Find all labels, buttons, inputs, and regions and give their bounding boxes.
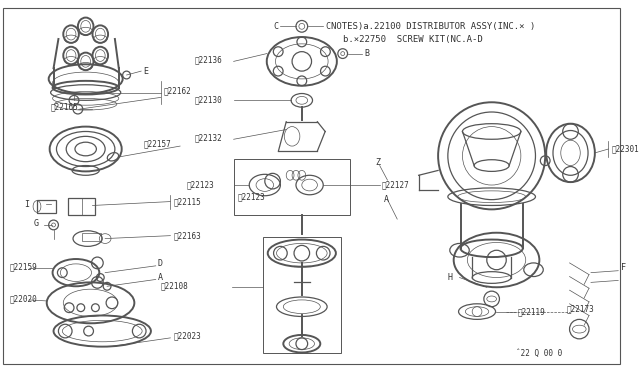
Text: ※22123: ※22123 [187,180,214,189]
Bar [234,159,351,215]
Text: ※22130: ※22130 [195,96,223,105]
Text: ※22162: ※22162 [164,86,191,95]
Text: A: A [157,273,163,282]
Text: H: H [448,273,452,282]
Text: ※22157: ※22157 [144,140,172,149]
Text: ˆ22 Q 00 0: ˆ22 Q 00 0 [516,349,563,358]
Text: C: C [273,22,278,31]
Bar [37,200,56,213]
Text: ※22115: ※22115 [173,197,201,206]
Text: ※22136: ※22136 [195,55,223,64]
Text: ※22123: ※22123 [237,192,266,201]
Text: ※22127: ※22127 [381,180,410,189]
Text: ※22301: ※22301 [611,144,639,154]
Bar [68,198,82,215]
Text: Z: Z [376,158,381,167]
Text: D: D [157,259,163,268]
Text: B: B [364,49,369,58]
Bar [263,237,340,353]
Text: C: C [325,22,330,31]
Text: ※22163: ※22163 [173,231,201,240]
Text: ※22132: ※22132 [195,134,223,143]
Bar [82,233,101,241]
Text: G: G [34,219,39,228]
Text: b.×22750  SCREW KIT(NC.A-D: b.×22750 SCREW KIT(NC.A-D [342,35,483,45]
Bar [68,198,95,215]
Text: F: F [621,263,626,272]
Text: ※22108: ※22108 [161,282,188,291]
Text: E: E [143,67,148,76]
Text: ※22159: ※22159 [10,262,38,271]
Text: ※22173: ※22173 [566,304,595,313]
Text: ※22119: ※22119 [518,307,546,316]
Text: A: A [383,195,388,204]
Text: NOTES)a.22100 DISTRIBUTOR ASSY(INC.× ): NOTES)a.22100 DISTRIBUTOR ASSY(INC.× ) [331,22,535,31]
Text: ※22020: ※22020 [10,294,38,304]
Text: I: I [24,200,29,209]
Text: ※22165: ※22165 [51,103,78,112]
Text: ※22023: ※22023 [173,331,201,340]
